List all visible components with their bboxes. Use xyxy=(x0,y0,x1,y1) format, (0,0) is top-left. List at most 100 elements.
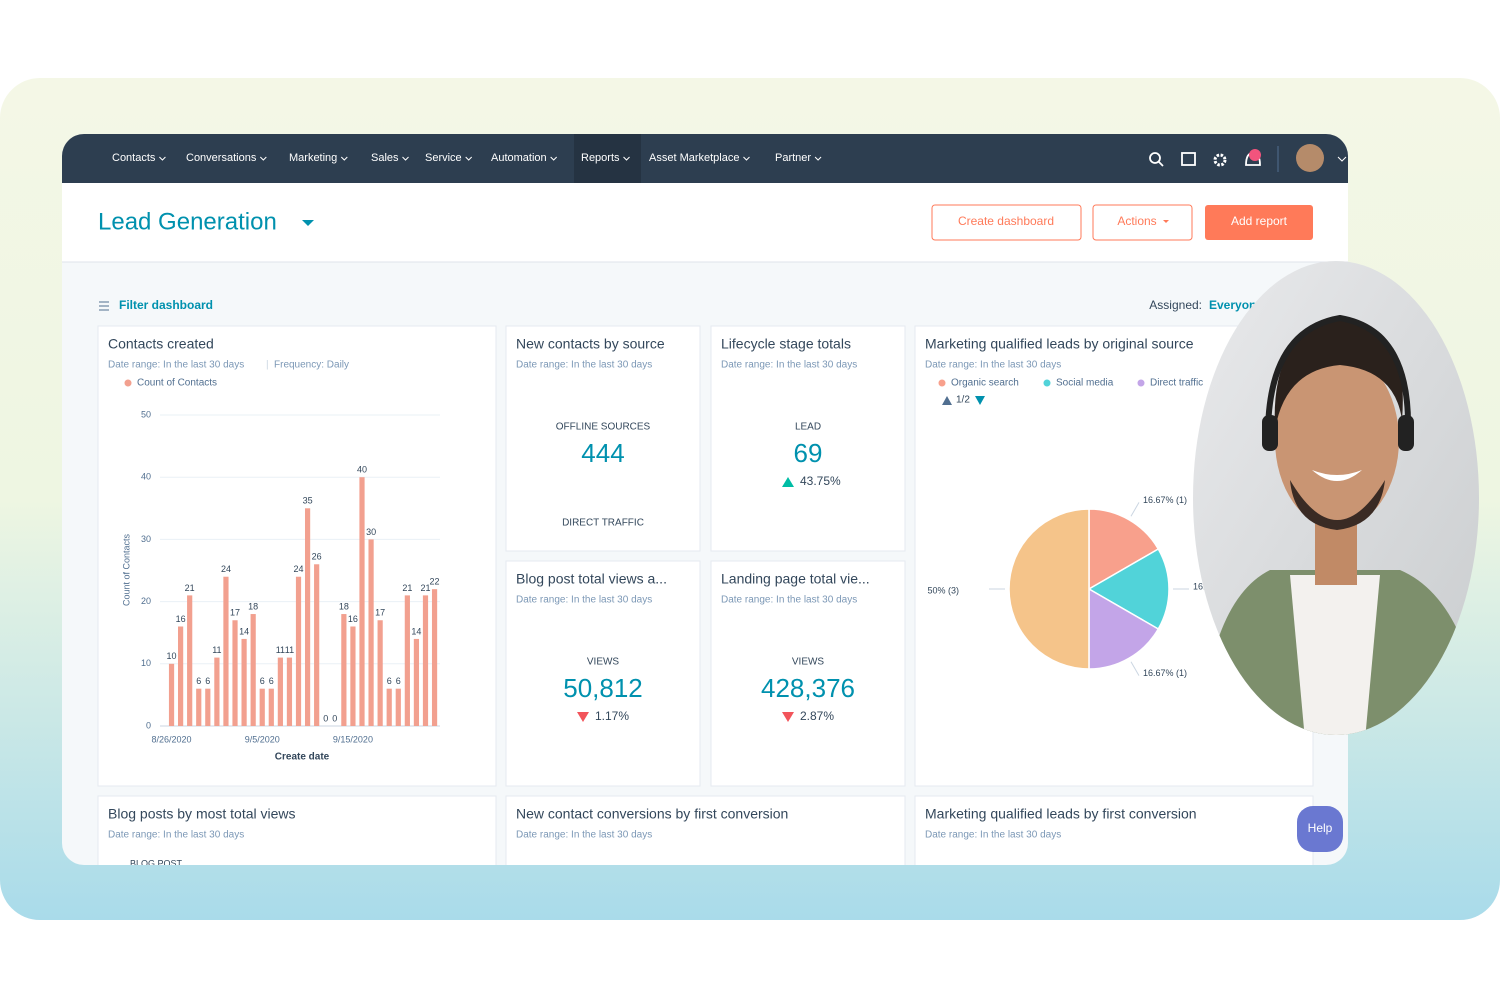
photo-earcup-right xyxy=(1398,415,1414,451)
y-tick-label: 20 xyxy=(141,596,151,606)
date-range: Date range: In the last 30 days xyxy=(925,360,1061,371)
data-label: 18 xyxy=(248,601,258,611)
nav-item[interactable]: Partner xyxy=(775,152,811,164)
kpi-trend-arrow xyxy=(782,712,794,722)
bar xyxy=(205,688,211,726)
photo-neck xyxy=(1315,520,1357,585)
date-range: Date range: In the last 30 days xyxy=(721,595,857,606)
kpi-label: LEAD xyxy=(795,422,821,433)
legend-marker xyxy=(1043,379,1051,387)
bar xyxy=(368,539,374,726)
avatar[interactable] xyxy=(1296,144,1324,172)
nav-bar xyxy=(62,134,1348,183)
nav-item[interactable]: Asset Marketplace xyxy=(649,152,739,164)
help-button[interactable] xyxy=(1297,806,1343,852)
data-label: 6 xyxy=(387,676,392,686)
photo-face xyxy=(1275,352,1399,528)
help-label[interactable]: Help xyxy=(1308,821,1333,835)
nav-item[interactable]: Contacts xyxy=(112,152,156,164)
marketplace-icon[interactable] xyxy=(1181,152,1196,166)
bar xyxy=(422,595,429,726)
kpi-trend-arrow xyxy=(782,477,794,487)
photo-tshirt xyxy=(1290,575,1380,735)
card-title: New contact conversions by first convers… xyxy=(516,806,788,822)
bar xyxy=(214,657,220,726)
nav-item[interactable]: Service xyxy=(425,152,462,164)
title-caret[interactable] xyxy=(302,220,314,226)
label-leader xyxy=(1130,502,1140,517)
search-icon[interactable] xyxy=(1149,152,1161,164)
photo-headset xyxy=(1265,314,1412,431)
card-title: Blog posts by most total views xyxy=(108,806,296,822)
kpi-trend-arrow xyxy=(577,712,589,722)
bar xyxy=(187,595,193,726)
legend-marker xyxy=(938,379,946,387)
kpi-value: 69 xyxy=(794,438,823,468)
dashboard-title[interactable]: Lead Generation xyxy=(98,208,277,235)
kpi-value: 428,376 xyxy=(761,673,855,703)
card-title: Contacts created xyxy=(108,336,214,352)
data-label: 16 xyxy=(348,614,358,624)
actions-label[interactable]: Actions xyxy=(1117,214,1156,228)
bar xyxy=(404,595,410,726)
legend-page: 1/2 xyxy=(956,395,970,406)
data-label: 21 xyxy=(185,583,195,593)
date-range: Date range: In the last 30 days xyxy=(516,830,652,841)
date-range: Date range: In the last 30 days xyxy=(925,830,1061,841)
nav-caret xyxy=(465,156,473,161)
create-dashboard-button[interactable] xyxy=(931,204,1082,241)
frequency: Frequency: Daily xyxy=(274,360,349,371)
pie-slice xyxy=(1008,508,1090,670)
nav-item[interactable]: Sales xyxy=(371,152,399,164)
data-label: 24 xyxy=(221,564,231,574)
pie-slice xyxy=(1087,547,1170,631)
nav-item[interactable]: Conversations xyxy=(186,152,257,164)
x-tick-label: 9/15/2020 xyxy=(333,734,373,744)
actions-button[interactable] xyxy=(1092,204,1193,241)
legend-page-up[interactable] xyxy=(942,396,952,405)
nav-item[interactable]: Reports xyxy=(581,152,620,164)
nav-caret xyxy=(259,156,267,161)
notification-badge xyxy=(1249,149,1261,161)
photo-earcup-left xyxy=(1262,415,1278,451)
data-label: 21 xyxy=(420,583,430,593)
presenter-photo xyxy=(1193,261,1479,735)
data-label: 21 xyxy=(402,583,412,593)
add-report-label[interactable]: Add report xyxy=(1231,214,1288,228)
kpi-change: 1.17% xyxy=(595,709,629,723)
filter-dashboard[interactable]: Filter dashboard xyxy=(119,298,213,312)
label-leader xyxy=(1130,661,1140,676)
data-label: 16 xyxy=(176,614,186,624)
assigned-label: Assigned: xyxy=(1149,298,1202,312)
y-tick-label: 30 xyxy=(141,534,151,544)
bar xyxy=(168,663,175,726)
x-axis-title: Create date xyxy=(275,752,330,763)
card-title: New contacts by source xyxy=(516,336,665,352)
date-range: Date range: In the last 30 days xyxy=(516,595,652,606)
data-label: 10 xyxy=(167,651,177,661)
bar xyxy=(295,576,302,726)
y-tick-label: 40 xyxy=(141,472,151,482)
search-icon-handle xyxy=(1158,161,1164,167)
bar xyxy=(259,688,265,726)
bar xyxy=(178,626,184,726)
date-range: Date range: In the last 30 days xyxy=(108,830,244,841)
kpi-change: 43.75% xyxy=(800,474,841,488)
nav-item[interactable]: Marketing xyxy=(289,152,337,164)
settings-icon[interactable] xyxy=(1213,153,1227,167)
photo-smile xyxy=(1312,470,1362,481)
assigned-value[interactable]: Everyone xyxy=(1209,298,1263,312)
bar xyxy=(232,620,238,726)
create-dashboard-label[interactable]: Create dashboard xyxy=(958,214,1054,228)
card-title: Blog post total views a... xyxy=(516,571,667,587)
card xyxy=(97,795,497,865)
data-label: 6 xyxy=(260,676,265,686)
legend-label: Social media xyxy=(1056,378,1114,389)
data-label: 6 xyxy=(196,676,201,686)
add-report-button[interactable] xyxy=(1205,205,1313,240)
bar xyxy=(386,688,392,726)
legend-label: Count of Contacts xyxy=(137,378,217,389)
legend-page-down[interactable] xyxy=(975,396,985,405)
nav-item[interactable]: Automation xyxy=(491,152,547,164)
